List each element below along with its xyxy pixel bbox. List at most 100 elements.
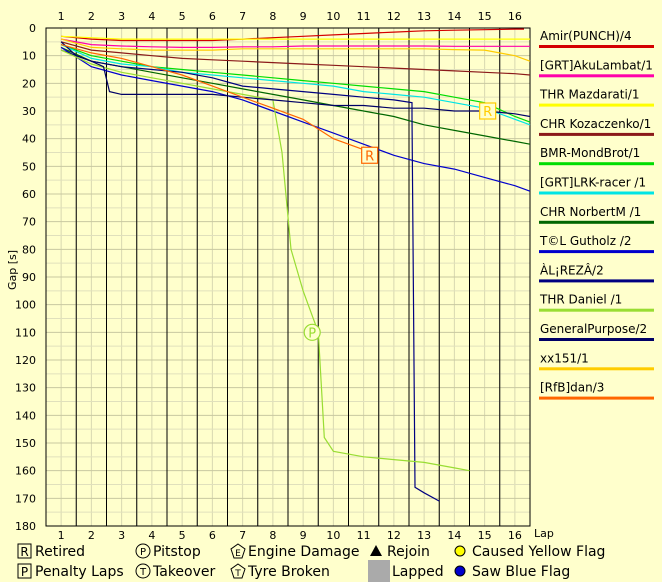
legend: Amir(PUNCH)/4 [GRT]AkuLambat/1 THR Mazdara… [539,29,654,400]
x-tick-label-top: 15 [478,10,492,23]
series-line-4 [60,44,531,123]
y-tick-label: 160 [15,465,36,478]
x-tick-label-bottom: 5 [179,529,186,542]
y-tick-label: 120 [15,354,36,367]
y-tick-label: 110 [15,326,36,339]
legend-label-3: CHR Kozaczenko/1 [540,117,651,131]
legend-label-2: THR Mazdarati/1 [539,88,640,102]
x-tick-label-bottom: 3 [118,529,125,542]
legend-swatch-4 [539,162,654,166]
series-line-5 [60,44,531,126]
series-line-8 [60,49,440,502]
x-tick-label-top: 13 [417,10,431,23]
series-line-7 [60,46,531,192]
marker-pitstop-circle [303,323,321,341]
x-tick-label-top: 5 [179,10,186,23]
legend-swatch-6 [539,220,654,224]
x-tick-label-bottom: 6 [209,529,216,542]
x-tick-label-bottom: 9 [300,529,307,542]
legend-swatch-5 [539,191,654,195]
y-tick-label: 130 [15,382,36,395]
key-label-8: Lapped [392,564,444,580]
key-icon-letter: P [21,565,28,579]
x-tick-label-bottom: 1 [58,529,65,542]
y-tick-label: 40 [22,133,36,146]
marker-label: P [308,326,316,341]
key-label-4: Caused Yellow Flag [472,544,605,560]
key-box-icon [17,543,32,559]
key-label-3: Rejoin [387,544,430,560]
key-pentagon-icon [230,563,246,579]
legend-label-4: BMR-MondBrot/1 [540,146,640,160]
x-tick-label-bottom: 14 [447,529,461,542]
legend-label-7: T©L Gutholz /2 [539,234,632,248]
key-icon-letter: P [140,547,146,558]
y-axis-label: Gap [s] [6,250,19,290]
y-tick-label: 150 [15,437,36,450]
key-yellow-dot-icon [454,545,466,557]
series-line-0 [61,28,524,42]
x-tick-label-top: 9 [300,10,307,23]
series-line-2 [61,35,530,40]
legend-swatch-8 [539,279,654,283]
x-tick-label-top: 2 [88,10,95,23]
x-axis-label: Lap [534,527,554,540]
y-tick-label: 70 [22,216,36,229]
x-tick-label-top: 16 [508,10,522,23]
x-tick-label-top: 10 [326,10,340,23]
legend-label-6: CHR NorbertM /1 [540,205,641,219]
x-tick-label-top: 11 [357,10,371,23]
key-label-6: Takeover [152,564,215,580]
x-tick-label-bottom: 15 [478,529,492,542]
x-tick-label-bottom: 10 [326,529,340,542]
key-pentagon-icon [230,543,246,559]
x-tick-label-bottom: 13 [417,529,431,542]
x-tick-label-bottom: 2 [88,529,95,542]
key-triangle-icon [370,545,382,556]
grid [45,27,531,527]
legend-swatch-9 [539,308,654,312]
x-tick-label-top: 3 [118,10,125,23]
legend-swatch-10 [539,338,654,341]
key-label-7: Tyre Broken [247,564,330,580]
x-tick-label-top: 14 [447,10,461,23]
x-tick-label-top: 4 [148,10,155,23]
key-circle-icon [135,543,151,559]
legend-swatch-1 [539,74,654,78]
x-tick-label-top: 6 [209,10,216,23]
y-tick-label: 50 [22,160,36,173]
key-label-1: Pitstop [153,544,201,560]
markers: R R P [303,102,497,341]
legend-swatch-11 [539,367,654,371]
x-tick-label-bottom: 7 [239,529,246,542]
key-icon-letter: E [235,549,241,559]
key-circle-icon [135,563,151,579]
y-tick-label: 90 [22,271,36,284]
legend-label-8: ÀL¡REZÂ/2 [540,262,604,277]
axes: 1122334455667788991010111112121313141415… [15,10,522,542]
x-tick-label-top: 12 [387,10,401,23]
key-blue-dot-icon [454,565,466,577]
x-tick-label-bottom: 4 [148,529,155,542]
key-label-0: Retired [35,544,85,560]
key-label-9: Saw Blue Flag [472,564,570,580]
marker-retired-box [479,102,497,120]
y-tick-label: 0 [29,22,36,35]
legend-swatch-3 [539,132,654,136]
marker-label: R [483,105,492,120]
legend-label-10: GeneralPurpose/2 [540,322,647,336]
x-tick-label-bottom: 8 [269,529,276,542]
series-line-3 [60,41,531,76]
legend-swatch-12 [539,396,654,400]
key-label-5: Penalty Laps [35,564,124,580]
key-box-icon [17,563,32,579]
key-lapped-icon [368,560,390,582]
series-line-10 [60,41,531,118]
series-line-9 [60,49,470,472]
marker-retired-box [361,146,379,164]
series-lines [60,28,531,502]
y-tick-label: 140 [15,409,36,422]
y-tick-label: 10 [22,50,36,63]
legend-label-0: Amir(PUNCH)/4 [540,29,632,43]
x-tick-label-bottom: 16 [508,529,522,542]
